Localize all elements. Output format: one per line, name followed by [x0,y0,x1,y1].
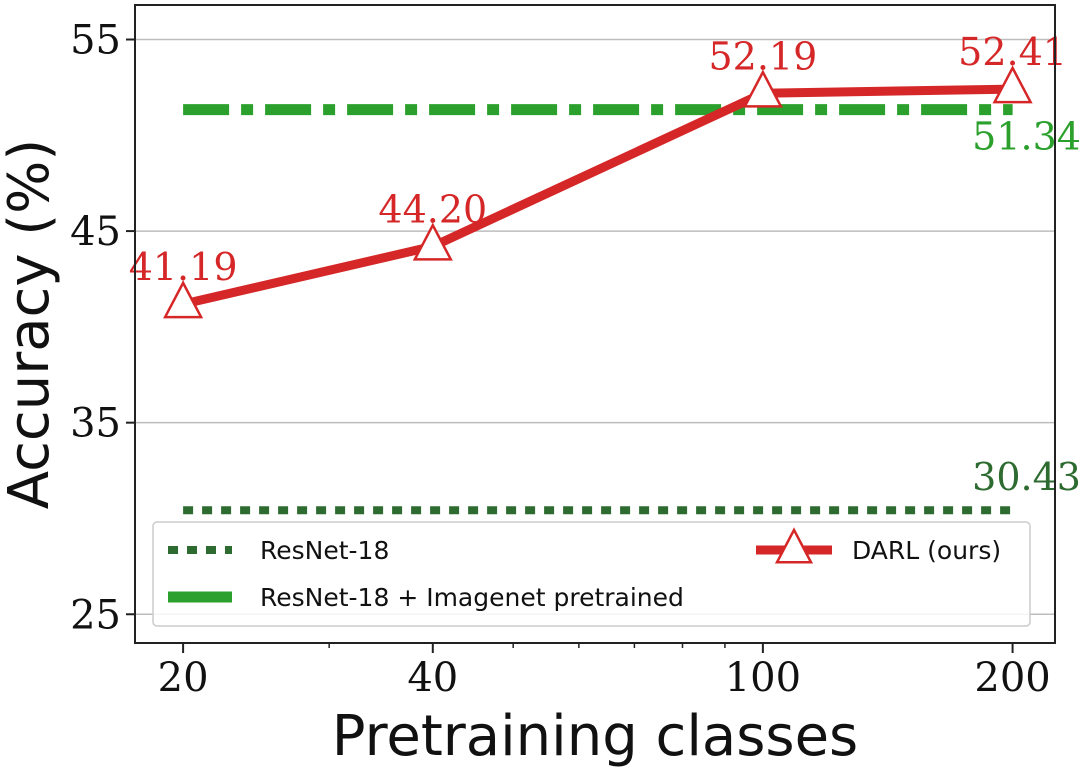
series-line-2 [178,84,1018,309]
legend-marker-darl-triangle [774,527,814,564]
plot-frame [134,4,1056,644]
legend-label-resnet18-imagenet: ResNet-18 + Imagenet pretrained [260,583,684,612]
x-tick-label-40: 40 [407,655,458,701]
y-tick-label-55: 55 [70,17,121,63]
data-label-darl-1: 44.20 [378,187,487,231]
legend: ResNet-18 ResNet-18 + Imagenet pretraine… [152,521,1031,627]
data-point-marker [412,222,453,261]
end-label-0: 30.43 [972,455,1080,499]
x-axis-title: Pretraining classes [332,704,858,768]
data-point-marker [163,280,204,319]
x-tick-label-200: 200 [974,655,1050,701]
y-axis-title: Accuracy (%) [0,139,62,509]
x-tick-label-100: 100 [725,655,801,701]
legend-label-darl: DARL (ours) [852,536,1001,565]
data-label-darl-0: 41.19 [129,245,238,289]
x-tick-label-20: 20 [158,655,209,701]
data-label-layer: 30.43 51.34 41.19 44.20 52.19 52.41 [129,30,1080,499]
end-label-1: 51.34 [972,115,1080,159]
data-label-darl-3: 52.41 [958,30,1067,74]
tick-layer: 25 35 45 55 20 40 100 200 [70,17,1051,701]
legend-label-resnet18: ResNet-18 [260,536,389,565]
series-layer [163,65,1033,515]
data-point-marker [992,65,1033,104]
y-tick-label-45: 45 [70,209,121,255]
y-tick-label-25: 25 [70,592,121,638]
data-label-darl-2: 52.19 [708,34,817,78]
y-tick-label-35: 35 [70,401,121,447]
data-point-marker [742,69,783,108]
